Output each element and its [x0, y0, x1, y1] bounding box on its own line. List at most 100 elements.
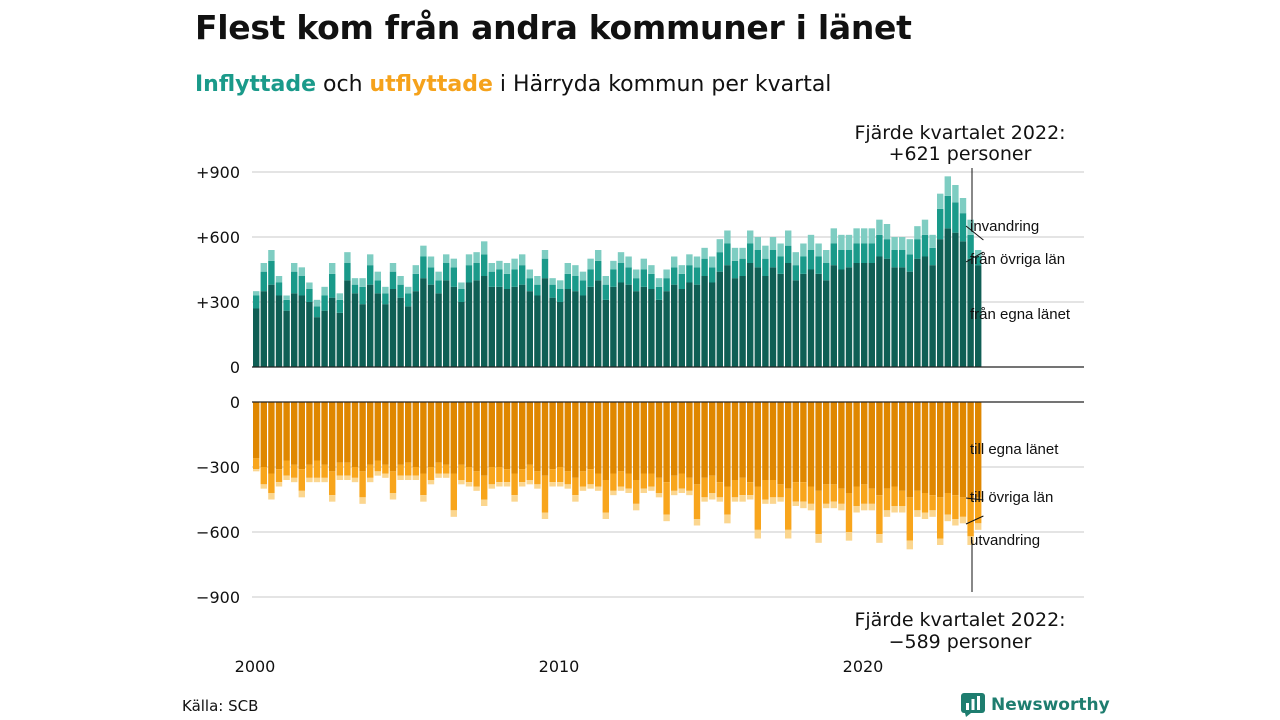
bar-out-emigration — [944, 514, 951, 522]
bar-out-same-county — [724, 402, 731, 487]
bar-out-same-county — [389, 402, 397, 472]
x-tick-label: 2020 — [843, 657, 884, 676]
bar-out-other-county — [557, 467, 564, 483]
bar-in-immigration — [906, 239, 913, 255]
bar-in-immigration — [557, 280, 564, 289]
bar-in-immigration — [952, 185, 959, 203]
bar-in-other-county — [952, 202, 959, 233]
bar-out-same-county — [944, 402, 951, 493]
bar-in-immigration — [769, 237, 777, 250]
bar-out-same-county — [344, 402, 351, 463]
bar-in-same-county — [564, 289, 571, 367]
subtitle-utflyttade: utflyttade — [369, 72, 493, 97]
bar-out-same-county — [807, 402, 815, 487]
bar-in-immigration — [481, 241, 488, 255]
bar-out-same-county — [473, 402, 480, 472]
bar-out-same-county — [633, 402, 640, 480]
bar-out-other-county — [306, 464, 313, 478]
bar-in-other-county — [617, 263, 625, 283]
bar-out-emigration — [899, 506, 906, 513]
bar-in-immigration — [929, 234, 936, 248]
bar-in-immigration — [959, 198, 967, 214]
bar-out-emigration — [313, 477, 321, 483]
bar-out-emigration — [610, 490, 617, 496]
bar-in-same-county — [655, 299, 663, 367]
bar-out-other-county — [298, 469, 305, 491]
bar-out-other-county — [602, 480, 609, 513]
bar-in-other-county — [427, 267, 435, 285]
bar-in-same-county — [838, 269, 845, 367]
bar-in-same-county — [557, 302, 564, 367]
bar-out-emigration — [526, 480, 533, 485]
bar-out-same-county — [655, 402, 663, 478]
axes — [252, 168, 1084, 592]
bar-out-emigration — [458, 480, 465, 485]
bar-in-immigration — [572, 265, 579, 276]
bar-out-same-county — [937, 402, 944, 498]
bar-in-immigration — [511, 258, 518, 270]
outflow-bars — [253, 402, 982, 550]
bar-out-same-county — [443, 402, 450, 465]
bar-out-same-county — [595, 402, 602, 474]
bar-in-immigration — [800, 243, 807, 257]
bar-in-other-county — [883, 239, 891, 259]
bar-in-other-county — [762, 258, 769, 276]
bar-in-same-county — [253, 308, 260, 367]
bar-in-immigration — [450, 258, 457, 268]
bar-out-other-county — [253, 458, 260, 470]
bar-out-same-county — [283, 402, 290, 461]
bar-out-other-county — [914, 490, 921, 511]
gridlines — [252, 171, 1084, 598]
x-tick-label: 2010 — [539, 657, 580, 676]
bar-in-same-county — [602, 299, 609, 367]
bar-in-same-county — [359, 304, 366, 367]
bar-in-other-county — [572, 276, 579, 292]
bar-in-other-county — [891, 250, 898, 268]
bar-out-emigration — [853, 506, 860, 513]
newsworthy-logo[interactable]: Newsworthy — [961, 693, 1110, 717]
bar-out-same-county — [686, 402, 693, 478]
bar-in-same-county — [937, 239, 944, 367]
bar-out-emigration — [747, 495, 754, 500]
bar-out-other-county — [481, 475, 488, 500]
bar-in-same-county — [777, 273, 784, 367]
bar-in-same-county — [617, 282, 625, 367]
bar-in-immigration — [785, 230, 792, 246]
bar-out-same-county — [519, 402, 526, 470]
bar-out-same-county — [298, 402, 305, 470]
bar-out-same-county — [367, 402, 374, 465]
bar-in-immigration — [549, 278, 556, 285]
bar-out-same-county — [921, 402, 929, 493]
bar-out-other-county — [899, 490, 906, 506]
bar-out-emigration — [420, 495, 427, 502]
bar-in-other-county — [921, 234, 929, 257]
bar-out-other-county — [488, 467, 495, 485]
bar-out-other-county — [678, 473, 685, 489]
y-tick-bottom: 0 — [230, 393, 240, 412]
bar-in-same-county — [313, 317, 321, 367]
bar-in-immigration — [610, 260, 617, 270]
bar-in-immigration — [777, 243, 784, 257]
bar-out-emigration — [412, 475, 419, 480]
bar-out-same-county — [830, 402, 837, 485]
bar-out-same-county — [511, 402, 518, 474]
bar-in-immigration — [838, 234, 845, 250]
bar-in-immigration — [883, 224, 891, 240]
bar-in-immigration — [640, 258, 647, 270]
bar-out-other-county — [709, 475, 716, 493]
bar-out-emigration — [359, 497, 366, 504]
bar-in-immigration — [275, 276, 283, 283]
bar-out-emigration — [306, 477, 313, 483]
bar-in-immigration — [382, 286, 389, 294]
bar-in-immigration — [830, 228, 837, 244]
bar-out-emigration — [275, 482, 283, 487]
bar-in-other-county — [488, 271, 495, 287]
bar-out-emigration — [701, 497, 708, 502]
bar-in-immigration — [465, 254, 473, 266]
bar-out-emigration — [845, 532, 853, 541]
bar-in-same-county — [534, 295, 541, 367]
bar-out-emigration — [663, 514, 670, 522]
bar-in-other-county — [526, 278, 533, 292]
bar-in-other-county — [306, 289, 313, 302]
bar-in-other-county — [899, 250, 906, 268]
